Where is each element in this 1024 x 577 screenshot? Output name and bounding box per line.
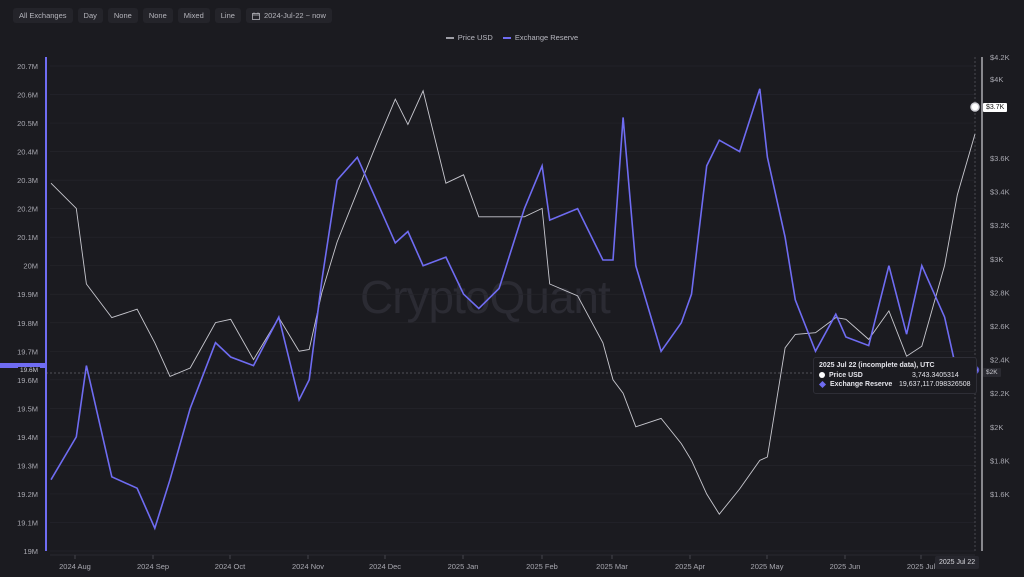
left-axis-value-flag: 19.6M (18, 367, 41, 374)
svg-text:2024 Nov: 2024 Nov (292, 562, 324, 571)
svg-text:2025 Feb: 2025 Feb (526, 562, 558, 571)
x-axis: 2024 Aug 2024 Sep 2024 Oct 2024 Nov 2024 Dec… (50, 554, 975, 571)
chart-type-button[interactable]: Line (214, 8, 241, 23)
price-value-flag: $3.7K (983, 103, 1008, 112)
svg-text:$1.6K: $1.6K (990, 490, 1010, 499)
tooltip-value: 19,637,117.098326508 (899, 381, 971, 388)
legend-label: Exchange Reserve (514, 33, 579, 42)
svg-text:$3.6K: $3.6K (990, 154, 1010, 163)
svg-text:2024 Oct: 2024 Oct (215, 562, 246, 571)
svg-text:2025 Jul: 2025 Jul (907, 562, 936, 571)
button-label: Day (83, 11, 97, 20)
svg-text:19M: 19M (23, 547, 38, 556)
date-range-button[interactable]: 2024-Jul-22 ~ now (245, 8, 332, 23)
svg-text:$4K: $4K (990, 75, 1003, 84)
tooltip-value: 3,743.3405314 (912, 371, 959, 379)
watermark: CryptoQuant (360, 271, 611, 323)
svg-text:20.1M: 20.1M (17, 233, 38, 242)
scale-select-button[interactable]: Mixed (177, 8, 210, 23)
svg-text:$2.6K: $2.6K (990, 322, 1010, 331)
price-swatch-icon (445, 36, 454, 39)
svg-text:19.3M: 19.3M (17, 461, 38, 470)
svg-text:2025 Jan: 2025 Jan (448, 562, 479, 571)
svg-text:2024 Sep: 2024 Sep (137, 562, 169, 571)
svg-text:2025 Jun: 2025 Jun (830, 562, 861, 571)
exchange-select-button[interactable]: All Exchanges (13, 8, 73, 23)
normalize-select-button[interactable]: None (142, 8, 173, 23)
svg-text:19.7M: 19.7M (17, 347, 38, 356)
legend-item-price[interactable]: Price USD (445, 33, 493, 42)
svg-text:2025 Apr: 2025 Apr (675, 562, 706, 571)
chart-legend: Price USD Exchange Reserve (0, 33, 1024, 42)
crosshair-date-flag: 2025 Jul 22 (935, 556, 980, 569)
tooltip-row-reserve: Exchange Reserve 19,637,117.098326508 (818, 380, 971, 390)
price-circle-icon (819, 372, 825, 379)
legend-label: Price USD (457, 33, 493, 42)
price-hover-dot (970, 102, 980, 112)
tooltip-row-price: Price USD 3,743.3405314 (819, 371, 971, 381)
svg-text:19.4M: 19.4M (17, 433, 38, 442)
svg-text:20.2M: 20.2M (17, 205, 38, 214)
svg-text:20M: 20M (23, 262, 38, 271)
svg-text:19.1M: 19.1M (17, 518, 38, 527)
svg-text:20.3M: 20.3M (17, 176, 38, 185)
sma-select-button[interactable]: None (107, 8, 138, 23)
svg-text:$2.2K: $2.2K (990, 389, 1010, 398)
svg-text:$2K: $2K (990, 423, 1003, 432)
svg-text:20.4M: 20.4M (17, 148, 38, 157)
button-label: 2024-Jul-22 ~ now (263, 11, 326, 20)
exchange-reserve-line (50, 88, 976, 531)
button-label: All Exchanges (19, 11, 67, 20)
window-select-button[interactable]: Day (77, 8, 103, 23)
svg-text:$4.2K: $4.2K (990, 53, 1010, 62)
svg-text:2025 Mar: 2025 Mar (596, 562, 628, 571)
legend-item-reserve[interactable]: Exchange Reserve (502, 33, 579, 42)
left-axis-marker (0, 363, 46, 368)
calendar-icon (252, 12, 260, 20)
svg-text:19.6M: 19.6M (17, 376, 38, 385)
svg-text:19.5M: 19.5M (17, 404, 38, 413)
svg-text:$3K: $3K (990, 255, 1003, 264)
svg-text:$2.4K: $2.4K (990, 356, 1010, 365)
left-axis: 19M 19.1M 19.2M 19.3M 19.4M 19.5M 19.6M 19.7M 19… (17, 62, 38, 556)
svg-text:$1.8K: $1.8K (990, 456, 1010, 465)
svg-text:$3.2K: $3.2K (990, 221, 1010, 230)
svg-text:20.7M: 20.7M (17, 62, 38, 71)
svg-text:19.2M: 19.2M (17, 490, 38, 499)
svg-text:20.5M: 20.5M (17, 119, 38, 128)
svg-text:19.8M: 19.8M (17, 319, 38, 328)
tooltip-label: Price USD (829, 371, 863, 379)
chart-tooltip: 2025 Jul 22 (incomplete data), UTC Price… (813, 357, 977, 394)
button-label: None (148, 11, 167, 20)
svg-text:2024 Aug: 2024 Aug (59, 562, 91, 571)
price-usd-line (50, 89, 976, 515)
tooltip-title: 2025 Jul 22 (incomplete data), UTC (819, 362, 935, 369)
reserve-swatch-icon (502, 36, 511, 39)
button-label: Mixed (183, 11, 204, 20)
svg-text:2024 Dec: 2024 Dec (369, 562, 401, 571)
button-label: None (113, 11, 132, 20)
reserve-diamond-icon (818, 381, 827, 389)
svg-text:$2.8K: $2.8K (990, 288, 1010, 297)
right-axis: $1.6K $1.8K $2K $2.2K $2.4K $2.6K $2.8K $3K $3.2… (990, 53, 1010, 499)
svg-text:$3.4K: $3.4K (990, 188, 1010, 197)
svg-text:20.6M: 20.6M (17, 91, 38, 100)
reserve-right-flag: $2K (983, 368, 1001, 377)
tooltip-label: Exchange Reserve (830, 381, 893, 388)
toolbar: All Exchanges Day None None Mixed Line 2… (13, 8, 332, 23)
svg-text:19.9M: 19.9M (17, 290, 38, 299)
button-label: Line (220, 11, 235, 20)
svg-text:2025 May: 2025 May (751, 562, 784, 571)
grid-lines (50, 65, 975, 552)
